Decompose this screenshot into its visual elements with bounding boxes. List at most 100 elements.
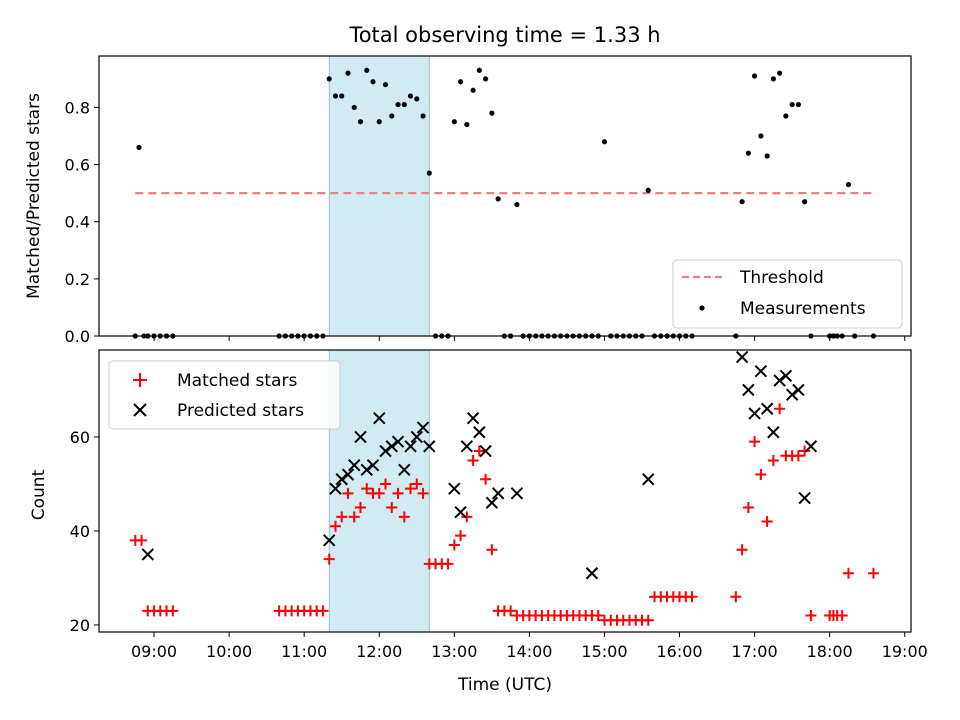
panel-count: 20 40 60 09:00 10:00 11:00 12:00 13:00 14:00 15:… <box>29 350 928 695</box>
measurement-point <box>795 101 801 108</box>
measurement-point <box>758 133 764 139</box>
x-ticks-bottom: 09:00 10:00 11:00 12:00 13:00 14:00 15:00 16:00… <box>131 632 928 661</box>
predicted-point <box>410 430 424 444</box>
measurement-point <box>420 113 426 119</box>
matched-point <box>354 501 366 513</box>
predicted-point <box>404 440 417 453</box>
predicted-point <box>391 435 405 448</box>
matched-point <box>442 558 454 570</box>
predicted-point <box>366 458 380 472</box>
matched-point <box>361 483 373 495</box>
measurement-point <box>770 76 776 82</box>
matched-point <box>736 544 748 556</box>
y-tick-label: 60 <box>70 428 90 447</box>
y-tick-label: 0.4 <box>65 213 90 232</box>
matched-point <box>805 610 817 622</box>
matched-point <box>398 511 410 523</box>
legend-matched-label: Matched stars <box>177 371 297 391</box>
measurement-point <box>470 87 476 93</box>
x-tick-label: 11:00 <box>281 642 327 661</box>
matched-point <box>336 511 348 523</box>
measurement-point <box>783 113 789 119</box>
measurement-point <box>364 67 370 73</box>
matched-point <box>592 610 604 622</box>
matched-point <box>755 469 767 481</box>
measurement-point <box>401 101 407 108</box>
matched-point <box>836 610 848 622</box>
matched-point <box>329 520 341 532</box>
measurement-point <box>414 96 420 102</box>
matched-point <box>749 436 761 448</box>
matched-point <box>792 450 804 462</box>
axes-frame-bottom <box>98 349 912 633</box>
matched-point <box>730 591 742 603</box>
predicted-point <box>335 473 348 486</box>
x-tick-label: 10:00 <box>206 642 252 661</box>
measurement-point <box>464 121 470 128</box>
measurement-point <box>764 153 770 159</box>
predicted-point <box>491 487 505 500</box>
predicted-point <box>423 440 436 453</box>
matched-point <box>386 501 398 513</box>
predicted-point <box>479 444 492 458</box>
predicted-point <box>735 350 749 364</box>
predicted-point <box>798 491 811 505</box>
predicted-point <box>473 426 486 439</box>
measurement-point <box>789 101 795 108</box>
legend-bottom: Matched stars Predicted stars <box>108 360 341 430</box>
predicted-point <box>454 505 467 519</box>
predicted-point <box>642 473 655 486</box>
matched-point <box>392 487 404 499</box>
predicted-point <box>398 463 411 477</box>
matched-point <box>761 516 773 528</box>
matched-point <box>799 445 811 457</box>
predicted-point <box>373 411 386 425</box>
matched-point <box>486 544 498 556</box>
legend-predicted-swatch <box>133 403 147 417</box>
measurement-point <box>845 181 852 188</box>
matched-point <box>380 478 392 490</box>
panel-ratio: 0.00.20.40.60.8 Matched/Predicted stars … <box>24 55 912 346</box>
matched-point <box>473 445 485 457</box>
predicted-point <box>354 430 367 444</box>
y-tick-label: 0.8 <box>65 98 90 117</box>
legend-threshold-label: Threshold <box>739 268 824 288</box>
matched-point <box>455 530 467 542</box>
measurement-point <box>332 93 339 99</box>
predicted-point <box>360 463 373 477</box>
x-tick-label: 15:00 <box>581 642 627 661</box>
measurement-point <box>645 187 651 193</box>
measurement-point <box>739 199 745 205</box>
legend-top-box <box>672 259 903 329</box>
y-axis-label-bottom: Count <box>29 469 49 520</box>
predicted-point <box>466 411 480 425</box>
axes-frame-top <box>98 55 912 337</box>
measurement-point <box>514 201 520 208</box>
matched-point <box>742 501 754 513</box>
predicted-point <box>585 567 599 580</box>
y-ticks-top: 0.0 0.2 0.4 0.6 0.8 <box>65 98 99 346</box>
matched-point <box>348 511 360 523</box>
measurement-point <box>476 67 482 73</box>
matched-point <box>411 478 423 490</box>
measurement-point <box>802 199 808 205</box>
x-tick-label: 12:00 <box>356 642 402 661</box>
measurement-point <box>376 119 382 125</box>
predicted-point <box>460 440 474 453</box>
predicted-point <box>379 444 392 458</box>
measurement-point <box>745 150 751 156</box>
legend-bottom-box <box>108 360 341 430</box>
measurement-point <box>351 104 357 111</box>
predicted-point <box>448 482 461 495</box>
x-tick-label: 19:00 <box>882 642 928 661</box>
matched-point <box>867 567 879 579</box>
measurement-point <box>345 70 351 76</box>
y-ticks-bottom: 20 40 60 <box>70 428 99 635</box>
legend-top: Threshold Measurements <box>672 259 903 329</box>
measurement-point <box>136 144 142 151</box>
matched-point <box>323 553 335 565</box>
x-tick-label: 18:00 <box>807 642 853 661</box>
measurement-point <box>495 196 501 202</box>
x-axis-label: Time (UTC) <box>457 675 552 695</box>
measurement-point <box>389 113 395 119</box>
